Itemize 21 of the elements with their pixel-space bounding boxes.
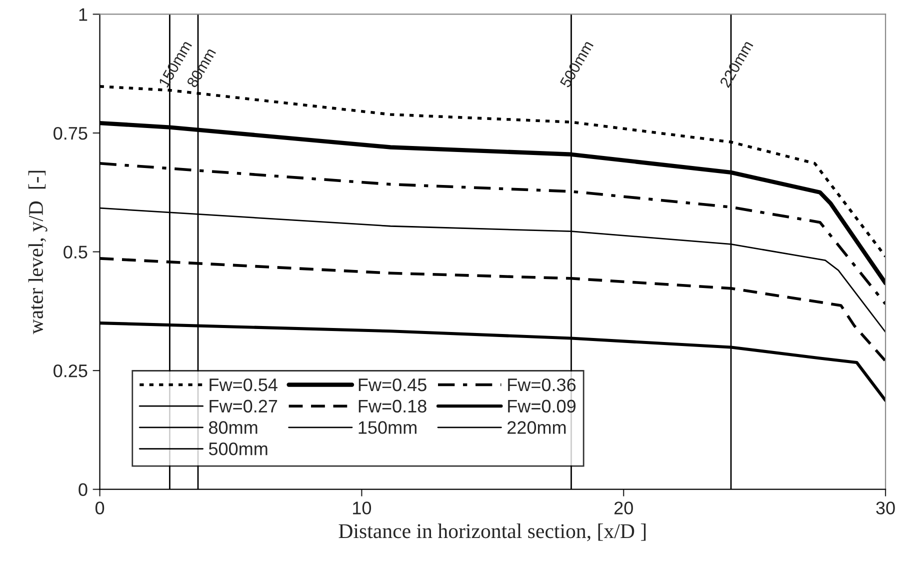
legend-label: Fw=0.45 [358, 378, 426, 392]
text: 150mm [358, 421, 416, 434]
y-axis-title: water level, y/D [-] [28, 170, 48, 334]
legend-label: Fw=0.54 [210, 378, 278, 392]
legend-label: Fw=0.18 [358, 400, 426, 413]
y-tick-label: 0 [78, 483, 88, 496]
legend-label: Fw=0.09 [508, 400, 576, 413]
y-tick-label: 0.5 [64, 246, 88, 259]
x-tick-label: 10 [353, 502, 372, 514]
x-axis-title: Distance in horizontal section, [x/D ] [338, 524, 646, 542]
text: 220mm [508, 421, 566, 434]
legend-label: Fw=0.27 [210, 400, 278, 413]
y-tick-label: 0.75 [54, 126, 88, 140]
y-tick-label: 1 [79, 8, 88, 21]
x-tick-label: 20 [614, 502, 633, 514]
text: 80mm [209, 421, 258, 434]
legend-label: Fw=0.36 [508, 378, 576, 392]
text: 500mm [208, 442, 268, 456]
x-tick-label: 0 [95, 502, 104, 514]
y-tick-label: 0.25 [54, 364, 88, 378]
x-tick-label: 30 [876, 502, 895, 514]
